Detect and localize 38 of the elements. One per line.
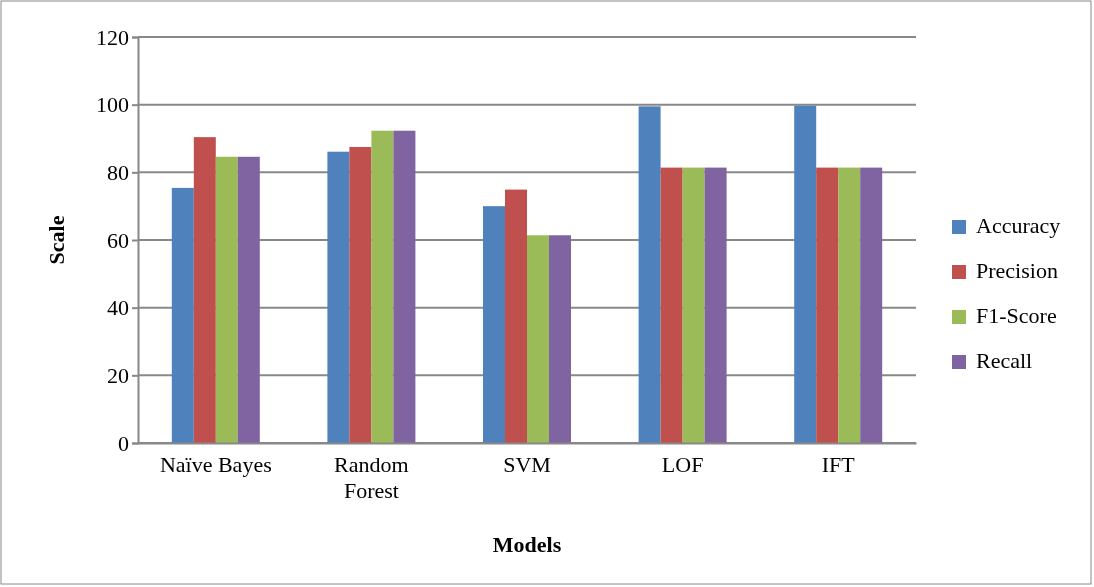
bar (527, 235, 549, 443)
x-tick-label: Naïve Bayes (159, 452, 272, 478)
y-tick-label: 60 (107, 227, 129, 253)
bar (682, 167, 705, 443)
legend-label: Precision (976, 258, 1058, 283)
y-tick-label: 20 (107, 362, 129, 388)
bar (638, 106, 661, 443)
x-axis-title: Models (492, 532, 562, 557)
bar (349, 146, 372, 443)
bar (171, 187, 194, 443)
x-tick-label: IFT (821, 452, 856, 478)
y-tick-label: 120 (96, 24, 129, 50)
bar (816, 167, 839, 443)
bar (549, 235, 571, 443)
bar (794, 105, 817, 443)
bar (860, 167, 883, 443)
bar (193, 137, 216, 443)
bar (237, 156, 260, 443)
x-tick-label: Random Forest (334, 452, 409, 503)
legend-label: F1-Score (976, 303, 1057, 328)
y-tick-label: 80 (107, 159, 129, 185)
y-tick-label: 0 (118, 430, 129, 456)
legend-label: Recall (976, 348, 1033, 373)
bar (505, 189, 527, 443)
bar (704, 167, 727, 443)
bar (483, 206, 505, 443)
bar (371, 130, 394, 443)
x-tick-label: LOF (661, 452, 704, 478)
bar (327, 151, 350, 443)
y-tick-label: 100 (96, 92, 129, 118)
bar (660, 167, 683, 443)
y-tick-label: 40 (107, 295, 129, 321)
x-tick-label: SVM (503, 452, 551, 478)
legend-label: Accuracy (976, 213, 1061, 238)
y-axis-title: Scale (44, 215, 69, 265)
bar (838, 167, 861, 443)
bar (215, 156, 238, 443)
bar (393, 130, 416, 443)
